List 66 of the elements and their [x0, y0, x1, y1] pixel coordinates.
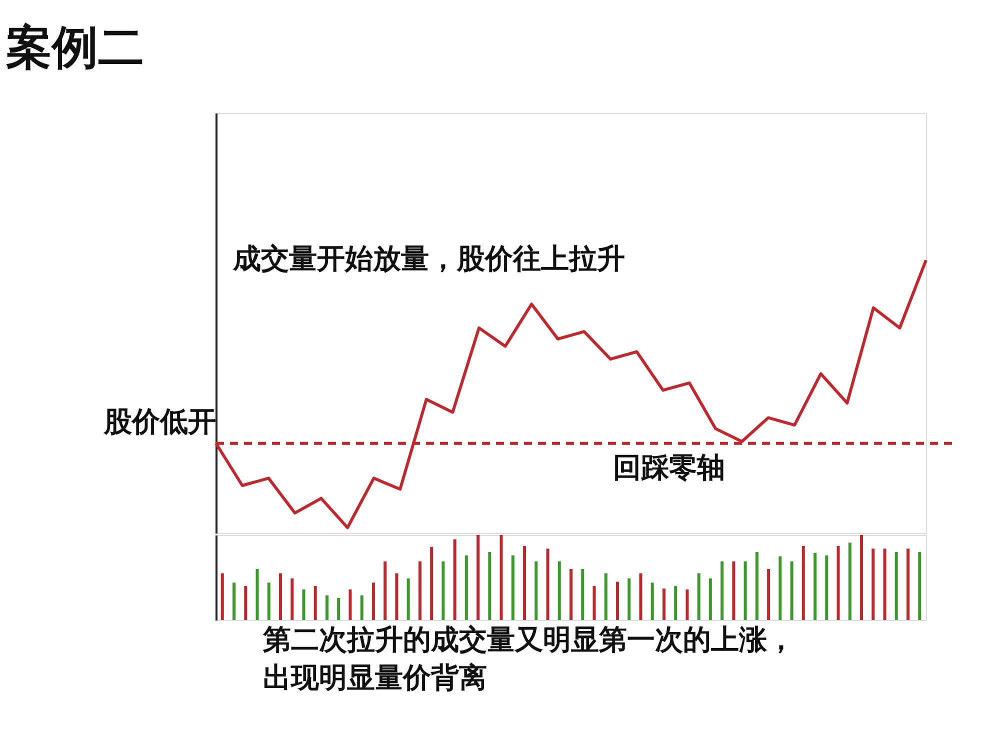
bar — [628, 578, 631, 620]
bar — [523, 546, 526, 620]
bar — [290, 578, 294, 620]
annotation: 回踩零轴 — [613, 451, 725, 484]
bar — [314, 586, 317, 620]
bar — [360, 595, 364, 620]
bar — [453, 539, 456, 620]
bar — [500, 535, 503, 620]
annotation: 股价低开 — [103, 405, 216, 438]
bar — [720, 561, 724, 620]
bar — [918, 552, 922, 620]
bar — [592, 586, 596, 620]
bar — [534, 561, 538, 620]
bar — [860, 535, 864, 620]
bar — [906, 548, 910, 620]
bar — [883, 548, 886, 620]
bar — [348, 589, 352, 620]
bar — [616, 582, 619, 620]
bar — [442, 561, 445, 620]
bar — [708, 578, 712, 620]
bar — [778, 556, 782, 620]
bar — [674, 586, 678, 620]
bar — [232, 582, 236, 620]
bar — [814, 552, 817, 620]
bar — [697, 573, 700, 620]
bar — [767, 569, 770, 620]
bar — [848, 542, 852, 620]
bar — [546, 548, 550, 620]
bar — [278, 573, 282, 620]
bar — [639, 573, 642, 620]
bar — [384, 561, 387, 620]
bar — [406, 578, 410, 620]
bar — [488, 552, 492, 620]
bar — [650, 582, 654, 620]
bar — [511, 555, 514, 620]
bar — [570, 569, 572, 620]
bar — [418, 561, 422, 620]
bar — [220, 573, 224, 620]
bar — [825, 555, 828, 620]
bar — [256, 569, 259, 620]
bar — [267, 582, 270, 620]
bar — [755, 552, 758, 620]
bar — [662, 588, 666, 620]
bar — [476, 535, 480, 620]
bar — [836, 546, 840, 620]
bar — [325, 595, 328, 620]
bar — [430, 546, 434, 620]
bar — [302, 589, 306, 620]
bar — [686, 589, 689, 620]
bar — [372, 582, 375, 620]
annotation: 成交量开始放量，股价往上拉升 — [232, 242, 625, 275]
bar — [604, 573, 608, 620]
bar — [581, 569, 584, 620]
bar — [732, 561, 736, 620]
text: 第二次拉升的成交量又明显第一次的上涨，出现明显量价背离 — [262, 623, 795, 694]
bar — [872, 548, 875, 620]
chart-title: 案例二 — [6, 20, 144, 74]
bar — [337, 598, 340, 620]
bar — [894, 552, 898, 620]
bar — [802, 546, 805, 620]
bar — [744, 561, 747, 620]
bar — [464, 555, 468, 620]
bar — [790, 561, 794, 620]
bar — [244, 586, 248, 620]
bar — [395, 573, 398, 620]
bar — [558, 561, 561, 620]
